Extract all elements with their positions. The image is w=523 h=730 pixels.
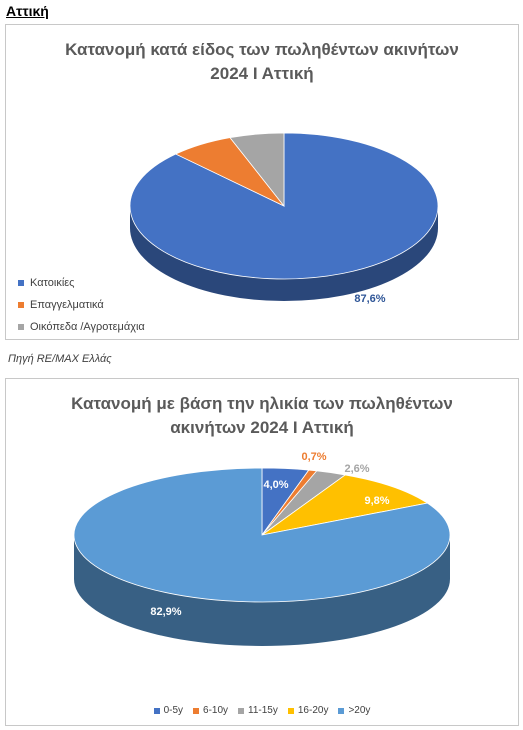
legend-item: 6-10y (193, 705, 228, 716)
legend-label: Οικόπεδα /Αγροτεμάχια (30, 321, 145, 333)
chart-title: Κατανομή κατά είδος των πωληθέντων ακινή… (6, 38, 518, 86)
legend-label: 0-5y (163, 705, 184, 716)
legend-swatch (193, 707, 200, 714)
legend-label: 11-15y (248, 705, 278, 716)
legend-swatch (18, 302, 24, 308)
pie-slice (73, 467, 451, 603)
legend-item: 16-20y (287, 705, 329, 716)
data-label: 5,7% (254, 117, 279, 129)
chart-title-line-2: 2024 Ι Αττική (210, 64, 314, 83)
pie-top (73, 467, 451, 603)
legend-swatch (238, 707, 245, 714)
chart-title-line-1: Κατανομή κατά είδος των πωληθέντων ακινή… (65, 40, 459, 59)
pie-slice (261, 474, 429, 536)
legend-item: 0-5y (153, 705, 184, 716)
legend-item: Οικόπεδα /Αγροτεμάχια (18, 316, 145, 338)
data-label: 0,7% (301, 451, 326, 463)
region-heading: Αττική (6, 3, 49, 19)
pie-side-walls (130, 206, 438, 301)
pie-chart-property-age: 4,0% 0,7% 2,6% 9,8% 82,9% (73, 451, 451, 646)
legend-swatch (153, 707, 160, 714)
legend-label: 6-10y (203, 705, 229, 716)
legend-label: >20y (348, 705, 371, 716)
legend: 0-5y 6-10y 11-15y 16-20y >20y (6, 705, 518, 716)
data-label: 82,9% (150, 606, 181, 618)
chart-property-type: Κατανομή κατά είδος των πωληθέντων ακινή… (5, 24, 519, 340)
pie-slice-side (130, 206, 438, 301)
legend-item: >20y (338, 705, 370, 716)
source-note: Πηγή RE/MAX Ελλάς (8, 353, 112, 365)
pie-chart-property-type: 87,6% 6,7% 5,7% (129, 117, 439, 305)
data-label: 6,7% (214, 122, 239, 134)
legend-swatch (18, 280, 24, 286)
legend-item: Κατοικίες (18, 272, 145, 294)
pie-side-walls (74, 535, 450, 646)
legend-swatch (338, 707, 345, 714)
legend-label: 16-20y (297, 705, 329, 716)
data-label: 4,0% (263, 479, 288, 491)
legend-swatch (287, 707, 294, 714)
data-label: 9,8% (364, 495, 389, 507)
legend-item: Επαγγελματικά (18, 294, 145, 316)
data-label: 2,6% (344, 463, 369, 475)
chart-title: Κατανομή με βάση την ηλικία των πωληθέντ… (6, 392, 518, 440)
chart-title-line-1: Κατανομή με βάση την ηλικία των πωληθέντ… (71, 394, 453, 413)
pie-slice (229, 132, 285, 208)
legend: Κατοικίες Επαγγελματικά Οικόπεδα /Αγροτε… (18, 272, 145, 338)
pie-slice-side (74, 535, 450, 646)
legend-label: Επαγγελματικά (30, 299, 104, 311)
legend-swatch (18, 324, 24, 330)
data-label: 87,6% (354, 293, 385, 305)
chart-property-age: Κατανομή με βάση την ηλικία των πωληθέντ… (5, 378, 519, 726)
chart-title-line-2: ακινήτων 2024 Ι Αττική (170, 418, 354, 437)
pie-top (129, 132, 439, 280)
legend-item: 11-15y (238, 705, 278, 716)
legend-label: Κατοικίες (30, 277, 75, 289)
